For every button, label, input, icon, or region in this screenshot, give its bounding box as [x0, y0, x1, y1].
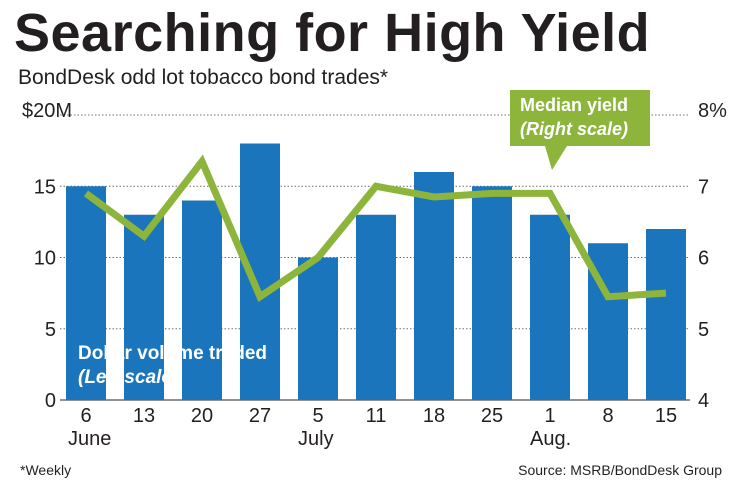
x-axis-tick-label: 20 [191, 405, 213, 427]
x-axis-tick-label: 1 [544, 405, 555, 427]
x-axis-tick-label: 13 [133, 405, 155, 427]
volume-bar [182, 200, 222, 400]
yield-line [83, 154, 667, 302]
right-axis-ticks: 4 5 6 7 8% [698, 100, 727, 412]
left-axis-tick-label: 5 [45, 319, 56, 341]
volume-bar [414, 172, 454, 400]
left-axis-tick-label: 0 [45, 390, 56, 412]
x-axis-tick-label: 8 [602, 405, 613, 427]
volume-bar [66, 186, 106, 400]
median-yield-callout: Median yield (Right scale) [510, 90, 650, 170]
source-credit: Source: MSRB/BondDesk Group [518, 462, 722, 478]
x-axis-month-label: June [68, 428, 111, 450]
callout-pointer [545, 146, 567, 170]
callout-box [510, 90, 650, 146]
x-axis-month-label: Aug. [530, 428, 571, 450]
volume-bar [298, 257, 338, 400]
footnote: *Weekly [20, 462, 72, 478]
x-axis-tick-label: 27 [249, 405, 271, 427]
callout-note: (Right scale) [520, 119, 628, 139]
chart-title: Searching for High Yield [14, 3, 651, 63]
volume-label-note: (Left scale) [78, 367, 178, 388]
volume-bar [530, 214, 570, 400]
x-axis-ticks: 6 13 20 27 5 11 18 25 1 8 15 [80, 405, 677, 427]
left-axis-tick-label: $20M [22, 100, 72, 122]
chart-subtitle: BondDesk odd lot tobacco bond trades* [18, 66, 389, 89]
left-axis-tick-label: 10 [34, 248, 56, 270]
callout-title: Median yield [520, 95, 628, 115]
volume-label: Dollar volume traded (Left scale) [78, 343, 267, 388]
volume-bar [124, 214, 164, 400]
bars [66, 143, 686, 400]
x-axis-tick-label: 11 [366, 405, 387, 427]
right-axis-tick-label: 4 [698, 390, 709, 412]
x-axis-tick-label: 15 [655, 405, 677, 427]
volume-label-title: Dollar volume traded [78, 343, 267, 364]
volume-bar [356, 214, 396, 400]
right-axis-tick-label: 6 [698, 248, 709, 270]
right-axis-tick-label: 5 [698, 319, 709, 341]
x-axis-tick-label: 18 [423, 405, 445, 427]
volume-bar [646, 229, 686, 400]
volume-bar [472, 186, 512, 400]
x-axis-tick-label: 6 [80, 405, 91, 427]
right-axis-tick-label: 7 [698, 176, 709, 198]
x-axis-tick-label: 5 [312, 405, 323, 427]
left-axis-ticks: 0 5 10 15 $20M [22, 100, 72, 412]
x-axis-month-label: July [298, 428, 334, 450]
right-axis-tick-label: 8% [698, 100, 727, 122]
left-axis-tick-label: 15 [34, 176, 56, 198]
x-axis-month-labels: June July Aug. [68, 428, 571, 450]
x-axis-tick-label: 25 [481, 405, 503, 427]
